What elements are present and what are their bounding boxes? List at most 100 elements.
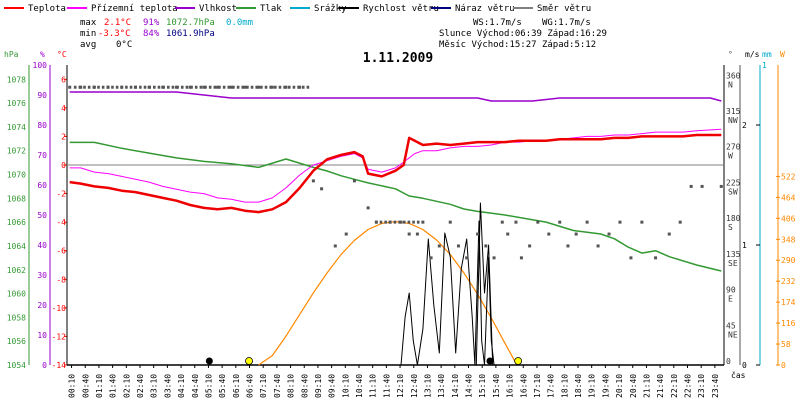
wind-direction-point — [366, 206, 370, 210]
unit-deg: ° — [728, 50, 733, 59]
time-tick-label: 21:10 — [642, 374, 651, 398]
wind-direction-point — [412, 220, 415, 224]
time-tick-label: 05:40 — [218, 374, 227, 398]
wind-direction-point — [407, 220, 411, 224]
wind-direction-point — [213, 85, 217, 89]
wind-direction-point — [528, 244, 532, 248]
temp-tick-label: -10 — [52, 304, 67, 313]
time-tick-label: 04:10 — [177, 374, 186, 398]
pressure-tick-label: 1054 — [7, 361, 26, 370]
wind-direction-point — [421, 220, 425, 224]
wind-direction-point — [190, 85, 193, 89]
time-tick-label: 11:10 — [369, 374, 378, 398]
time-tick-label: 21:40 — [656, 374, 665, 398]
wind-direction-point — [379, 220, 383, 224]
wind-direction-point — [68, 85, 72, 89]
temp-tick-label: -6 — [56, 247, 66, 256]
stat-avg-label: avg — [80, 40, 96, 50]
temp-tick-label: -12 — [52, 332, 67, 341]
unit-w: W — [780, 50, 785, 59]
stat-moon: Měsíc Východ:15:27 Západ:5:12 — [439, 40, 596, 50]
wind-direction-point — [465, 256, 469, 260]
time-tick-label: 16:10 — [506, 374, 515, 398]
solar-tick-label: 522 — [781, 172, 796, 181]
wind-direction-point — [333, 244, 337, 248]
wind-direction-point — [399, 220, 403, 224]
unit-mm: mm — [762, 50, 772, 59]
time-tick-label: 18:10 — [560, 374, 569, 398]
wind-direction-point — [73, 85, 77, 89]
legend-label: Vlhkost — [199, 4, 237, 14]
pressure-tick-label: 1074 — [7, 123, 26, 132]
pressure-line — [69, 141, 722, 272]
sunset-marker — [514, 357, 523, 365]
stat-max-label: max — [80, 18, 97, 28]
humidity-tick-label: 60 — [37, 181, 47, 190]
pressure-tick-label: 1078 — [7, 75, 26, 84]
wind-direction-point — [344, 232, 348, 236]
direction-name-label: NW — [728, 116, 738, 125]
time-tick-label: 15:10 — [478, 374, 487, 398]
time-tick-label: 03:40 — [163, 374, 172, 398]
direction-tick-label: 225 — [726, 178, 741, 187]
wind-gust-line — [475, 202, 494, 366]
wind-direction-point — [153, 85, 156, 89]
stat-max-press: 1072.7hPa — [166, 18, 215, 28]
left-axes: 6420-2-4-6-8-10-12-141009080706050403020… — [7, 61, 67, 370]
time-tick-label: 13:40 — [437, 374, 446, 398]
wind-direction-point — [596, 244, 600, 248]
time-tick-label: 06:40 — [246, 374, 255, 398]
unit-hpa: hPa — [4, 50, 19, 59]
time-tick-label: 16:40 — [519, 374, 528, 398]
wind-direction-point — [166, 85, 170, 89]
humidity-tick-label: 20 — [37, 301, 47, 310]
wind-direction-point — [115, 85, 119, 89]
temp-tick-label: 4 — [61, 104, 66, 113]
wind-direction-point — [125, 85, 128, 89]
pressure-tick-label: 1062 — [7, 266, 26, 275]
solar-tick-label: 290 — [781, 256, 796, 265]
wind-direction-point — [222, 85, 226, 89]
wind-direction-point — [101, 85, 105, 89]
solar-tick-label: 0 — [781, 361, 786, 370]
chart-title: 1.11.2009 — [363, 51, 433, 66]
direction-name-label: W — [728, 152, 733, 161]
legend-label: Přízemní teplota — [91, 4, 178, 14]
moonrise-marker — [486, 357, 494, 365]
wind-direction-point — [188, 85, 192, 89]
time-tick-label: 23:10 — [697, 374, 706, 398]
wind-direction-point — [255, 85, 259, 89]
wind-direction-point — [246, 85, 249, 89]
legend-label: Teplota — [28, 4, 66, 14]
wind-direction-point — [700, 184, 704, 188]
solar-tick-label: 464 — [781, 193, 796, 202]
wind-direction-point — [393, 220, 397, 224]
stat-max-rain: 0.0mm — [226, 18, 253, 28]
time-tick-label: 07:40 — [273, 374, 282, 398]
wind-direction-point — [320, 187, 324, 191]
time-tick-label: 01:40 — [109, 374, 118, 398]
time-tick-label: 09:40 — [328, 374, 337, 398]
legend-label: Náraz větru — [455, 4, 515, 14]
direction-tick-label: 360 — [726, 71, 741, 80]
wind-direction-point — [416, 220, 420, 224]
wind-direction-point — [241, 85, 245, 89]
pressure-tick-label: 1066 — [7, 218, 26, 227]
time-tick-label: 00:10 — [68, 374, 77, 398]
time-tick-label: 14:40 — [465, 374, 474, 398]
humidity-tick-label: 80 — [37, 121, 47, 130]
wind-direction-point — [287, 85, 291, 89]
wind-direction-point — [232, 85, 235, 89]
ground-temperature-line — [69, 128, 722, 203]
legend-label: Tlak — [260, 4, 282, 14]
time-tick-label: 12:40 — [410, 374, 419, 398]
axis-units: hPa % °C ° m/s mm W čas — [4, 50, 785, 380]
time-tick-label: 22:40 — [684, 374, 693, 398]
temp-tick-label: 0 — [61, 161, 66, 170]
direction-name-label: SW — [728, 187, 738, 196]
wind-direction-point — [429, 256, 433, 260]
time-tick-label: 10:10 — [341, 374, 350, 398]
wind-direction-point — [719, 184, 723, 188]
wind-direction-point — [607, 232, 611, 236]
